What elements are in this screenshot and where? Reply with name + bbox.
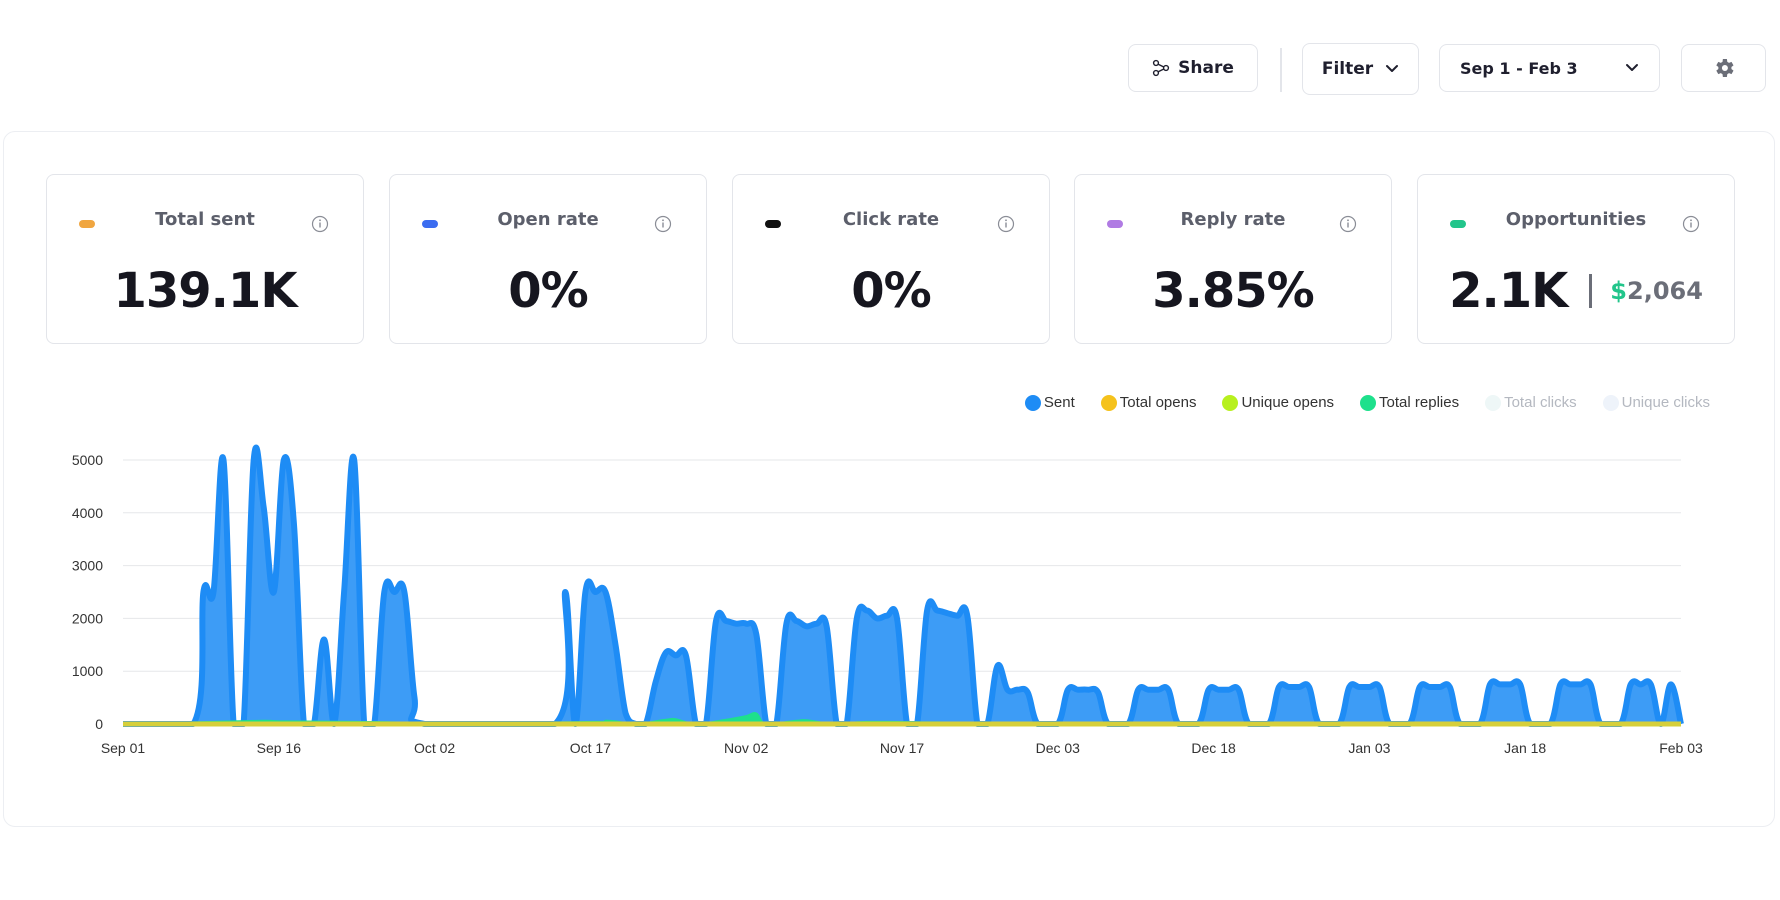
x-tick-label: Nov 02 (724, 740, 769, 756)
info-icon[interactable] (1682, 215, 1700, 233)
currency-symbol: $ (1610, 277, 1627, 305)
share-icon (1153, 59, 1170, 77)
stat-label: Opportunities (1505, 209, 1647, 230)
y-tick-label: 0 (95, 716, 103, 732)
area-chart: 0 1000 2000 3000 4000 5000 Sep 01 Sep 16 Oct 02 O… (72, 444, 1703, 756)
legend-label: Total opens (1119, 394, 1197, 411)
stat-value: 0% (851, 263, 932, 319)
x-tick-label: Oct 17 (570, 740, 611, 756)
stat-opportunities: Opportunities 2.1K $2,064 (1417, 174, 1735, 344)
x-tick-label: Nov 17 (880, 740, 925, 756)
legend-swatch (1024, 394, 1041, 411)
x-tick-label: Dec 18 (1191, 740, 1236, 756)
stat-label: Total sent (155, 209, 255, 230)
info-icon[interactable] (654, 215, 672, 233)
stat-click-rate: Click rate 0% (732, 174, 1050, 344)
y-tick-label: 1000 (72, 663, 103, 679)
opportunities-marker (1450, 220, 1466, 228)
reply-rate-marker (1107, 220, 1123, 228)
chevron-down-icon (1386, 65, 1399, 72)
share-label: Share (1178, 58, 1234, 78)
sent-series-line (123, 444, 1684, 728)
legend-item-unique-clicks[interactable]: Unique clicks (1602, 394, 1710, 411)
legend-label: Total replies (1379, 394, 1460, 411)
info-icon[interactable] (311, 215, 329, 233)
stat-total-sent: Total sent 139.1K (46, 174, 364, 344)
legend-swatch (1100, 394, 1117, 411)
filter-button[interactable]: Filter (1302, 43, 1419, 95)
y-tick-label: 3000 (72, 558, 103, 574)
sent-series-area (123, 447, 1681, 724)
x-tick-label: Sep 01 (101, 740, 146, 756)
chevron-down-icon (1626, 64, 1638, 71)
legend-swatch (1222, 394, 1239, 411)
legend-swatch (1485, 394, 1502, 411)
stat-label: Click rate (842, 209, 940, 230)
legend-item-total-clicks[interactable]: Total clicks (1485, 394, 1577, 411)
settings-button[interactable] (1681, 44, 1766, 92)
filter-label: Filter (1321, 59, 1374, 79)
stat-label: Reply rate (1180, 209, 1286, 230)
legend-label: Unique clicks (1621, 394, 1710, 411)
open-rate-marker (422, 220, 438, 228)
legend-item-total-opens[interactable]: Total opens (1100, 394, 1197, 411)
opportunities-value-row: 2.1K $2,064 (1418, 263, 1734, 319)
total-sent-marker (79, 220, 95, 228)
analytics-card: Total sent 139.1K Open rate 0% Click rat… (3, 131, 1775, 827)
value-separator (1589, 274, 1593, 308)
toolbar-divider (1280, 48, 1282, 92)
opportunity-amount-value: 2,064 (1627, 277, 1703, 305)
share-button[interactable]: Share (1128, 44, 1258, 92)
stat-open-rate: Open rate 0% (389, 174, 707, 344)
legend-item-unique-opens[interactable]: Unique opens (1222, 394, 1334, 411)
stat-value: 0% (508, 263, 589, 319)
x-tick-label: Sep 16 (257, 740, 302, 756)
legend-label: Sent (1043, 394, 1075, 411)
stat-reply-rate: Reply rate 3.85% (1074, 174, 1392, 344)
y-tick-label: 4000 (72, 505, 103, 521)
x-tick-label: Oct 02 (414, 740, 455, 756)
legend-swatch (1602, 394, 1619, 411)
y-tick-label: 2000 (72, 610, 103, 626)
toolbar: Share Filter Sep 1 - Feb 3 (0, 43, 1780, 95)
legend-item-total-replies[interactable]: Total replies (1360, 394, 1459, 411)
x-tick-label: Dec 03 (1036, 740, 1081, 756)
date-range-value: Sep 1 - Feb 3 (1460, 58, 1578, 78)
stat-label: Open rate (497, 209, 599, 230)
chart-legend: Sent Total opens Unique opens Total repl… (999, 394, 1710, 411)
legend-label: Total clicks (1504, 394, 1577, 411)
gear-icon (1715, 59, 1733, 77)
info-icon[interactable] (997, 215, 1015, 233)
legend-label: Unique opens (1241, 394, 1335, 411)
x-tick-label: Jan 03 (1348, 740, 1390, 756)
date-range-select[interactable]: Sep 1 - Feb 3 (1439, 44, 1660, 92)
stat-value: 139.1K (113, 263, 297, 319)
click-rate-marker (765, 220, 781, 228)
stat-value: 2.1K (1449, 263, 1568, 319)
y-tick-label: 5000 (72, 452, 103, 468)
info-icon[interactable] (1339, 215, 1357, 233)
legend-swatch (1360, 394, 1377, 411)
x-tick-label: Jan 18 (1504, 740, 1546, 756)
stat-value: 3.85% (1152, 263, 1315, 319)
opportunity-amount: $2,064 (1610, 277, 1703, 305)
x-tick-label: Feb 03 (1659, 740, 1703, 756)
legend-item-sent[interactable]: Sent (1024, 394, 1075, 411)
